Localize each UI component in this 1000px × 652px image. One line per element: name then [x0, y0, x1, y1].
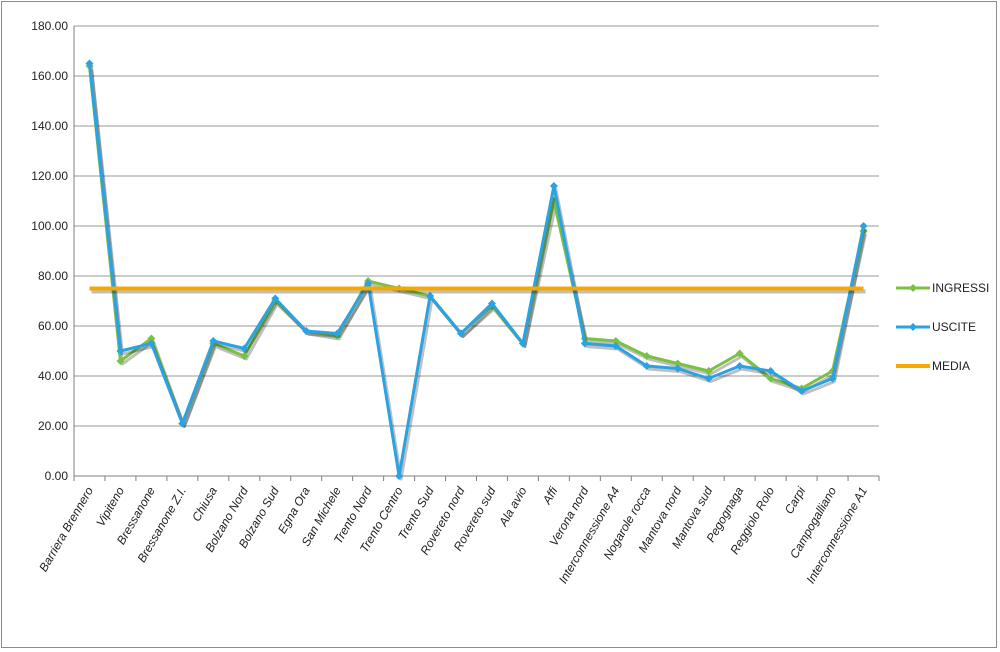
- data-point: [116, 347, 125, 355]
- data-point: [673, 364, 682, 373]
- data-point: [271, 294, 280, 303]
- data-point: [333, 329, 342, 338]
- data-point: [518, 339, 527, 348]
- data-point: [766, 374, 775, 383]
- data-point: [487, 299, 496, 308]
- data-point: [395, 472, 404, 480]
- y-tick-label: 140.00: [31, 119, 68, 133]
- y-tick-label: 80.00: [38, 269, 68, 283]
- data-point: [85, 59, 94, 68]
- y-tick-label: 120.00: [31, 169, 68, 183]
- data-point: [611, 342, 620, 350]
- gridlines: [74, 25, 879, 477]
- series-uscite: [85, 59, 868, 481]
- y-tick-label: 40.00: [38, 369, 68, 383]
- legend-label: USCITE: [932, 320, 976, 334]
- legend-label: MEDIA: [932, 359, 970, 373]
- data-point: [611, 337, 620, 345]
- data-point: [797, 387, 806, 395]
- x-tick-label: Affi: [539, 484, 560, 507]
- x-tick-label: Barriera Brennero: [36, 484, 96, 574]
- data-point: [426, 292, 435, 300]
- series-lines: [85, 59, 868, 481]
- data-point: [147, 339, 156, 348]
- data-point: [735, 349, 744, 358]
- data-point: [859, 222, 868, 230]
- data-point: [549, 182, 558, 190]
- legend-item-media: MEDIA: [896, 359, 970, 373]
- series-media: [89, 286, 866, 294]
- data-point: [828, 374, 837, 383]
- series-shadow: [89, 68, 867, 428]
- y-tick-label: 0.00: [45, 469, 69, 483]
- x-tick-label: Ala avio: [496, 484, 530, 529]
- legend-item-uscite: USCITE: [896, 320, 976, 334]
- y-tick-label: 180.00: [31, 19, 68, 33]
- x-tick-label: Chiusa: [189, 484, 220, 524]
- legend-item-ingressi: INGRESSI: [896, 281, 989, 295]
- data-point: [704, 367, 713, 375]
- legend-marker: [909, 284, 917, 292]
- y-axis: 0.00 20.00 40.00 60.00 80.00 100.00 120.00 140.…: [31, 19, 75, 483]
- series-line: [87, 63, 865, 478]
- legend: INGRESSI USCITE MEDIA: [896, 281, 989, 373]
- data-point: [642, 352, 651, 360]
- data-point: [766, 367, 775, 375]
- data-point: [580, 339, 589, 348]
- y-tick-label: 60.00: [38, 319, 68, 333]
- y-tick-label: 160.00: [31, 69, 68, 83]
- data-point: [147, 334, 156, 343]
- data-point: [704, 374, 713, 383]
- data-point: [116, 357, 125, 365]
- data-point: [240, 352, 249, 360]
- data-point: [302, 327, 311, 335]
- legend-label: INGRESSI: [932, 281, 989, 295]
- legend-marker: [909, 323, 917, 331]
- data-point: [735, 362, 744, 370]
- data-point: [209, 337, 218, 345]
- x-tick-label: Carpi: [782, 484, 809, 516]
- y-tick-label: 100.00: [31, 219, 68, 233]
- data-point: [642, 362, 651, 370]
- data-point: [240, 344, 249, 353]
- series-shadow: [89, 66, 867, 481]
- x-tick-label: Vipiteno: [93, 484, 127, 529]
- data-point: [178, 419, 187, 428]
- data-point: [457, 329, 466, 338]
- x-axis: Barriera BrenneroVipitenoBressanoneBress…: [36, 475, 880, 586]
- y-tick-label: 20.00: [38, 419, 68, 433]
- data-point: [673, 359, 682, 368]
- data-point: [364, 279, 373, 288]
